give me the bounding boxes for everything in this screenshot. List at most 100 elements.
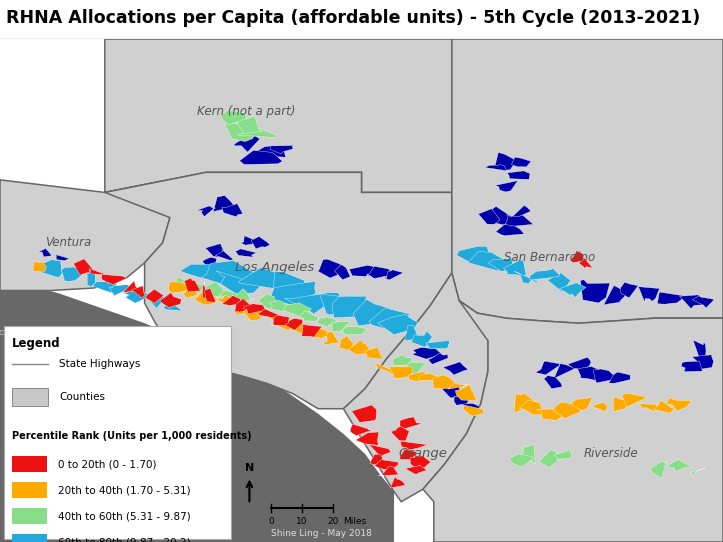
Polygon shape	[484, 165, 507, 171]
Polygon shape	[276, 319, 295, 331]
Polygon shape	[452, 39, 723, 323]
Polygon shape	[332, 296, 367, 319]
Polygon shape	[667, 460, 692, 472]
Polygon shape	[163, 300, 182, 311]
Polygon shape	[505, 215, 534, 227]
Polygon shape	[654, 401, 675, 413]
Polygon shape	[196, 206, 215, 217]
Text: Miles: Miles	[343, 517, 367, 526]
Polygon shape	[441, 385, 461, 398]
Text: Counties: Counties	[59, 392, 106, 402]
Polygon shape	[312, 327, 328, 338]
Polygon shape	[351, 424, 372, 436]
Polygon shape	[392, 354, 412, 365]
Polygon shape	[382, 270, 403, 280]
Text: Riverside: Riverside	[583, 448, 638, 461]
Polygon shape	[503, 260, 526, 275]
Polygon shape	[244, 307, 261, 320]
Polygon shape	[202, 282, 206, 298]
Text: Ventura: Ventura	[46, 236, 92, 249]
Polygon shape	[375, 363, 397, 375]
Polygon shape	[514, 272, 539, 284]
Text: State Highways: State Highways	[59, 359, 141, 370]
FancyBboxPatch shape	[12, 508, 47, 525]
Polygon shape	[236, 300, 251, 315]
Polygon shape	[349, 266, 376, 276]
Text: N: N	[245, 462, 254, 473]
Polygon shape	[219, 291, 244, 301]
Polygon shape	[317, 317, 337, 327]
Polygon shape	[216, 271, 261, 294]
Polygon shape	[251, 236, 270, 249]
Polygon shape	[102, 274, 127, 285]
Polygon shape	[513, 205, 531, 217]
Polygon shape	[568, 357, 591, 370]
Polygon shape	[621, 393, 646, 407]
Polygon shape	[692, 354, 714, 369]
Polygon shape	[560, 283, 586, 298]
Polygon shape	[555, 450, 573, 460]
Polygon shape	[554, 402, 581, 418]
Polygon shape	[332, 321, 349, 332]
Polygon shape	[205, 288, 216, 302]
Polygon shape	[202, 282, 228, 298]
Polygon shape	[38, 248, 53, 257]
Polygon shape	[342, 327, 367, 334]
Polygon shape	[578, 366, 598, 380]
Polygon shape	[411, 331, 432, 347]
Polygon shape	[352, 405, 377, 423]
Polygon shape	[239, 268, 283, 290]
Polygon shape	[320, 294, 353, 315]
Polygon shape	[285, 318, 303, 330]
Text: Shine Ling - May 2018: Shine Ling - May 2018	[271, 529, 372, 538]
Polygon shape	[463, 403, 481, 412]
Polygon shape	[237, 128, 276, 138]
Polygon shape	[405, 325, 419, 340]
Polygon shape	[145, 289, 163, 303]
Polygon shape	[356, 432, 379, 446]
Polygon shape	[257, 309, 281, 319]
Polygon shape	[581, 280, 609, 303]
Polygon shape	[389, 367, 413, 378]
Polygon shape	[520, 444, 536, 464]
Text: Percentile Rank (Units per 1,000 residents): Percentile Rank (Units per 1,000 residen…	[12, 431, 252, 441]
Polygon shape	[317, 259, 341, 278]
Polygon shape	[0, 180, 170, 291]
Polygon shape	[665, 397, 692, 411]
Polygon shape	[651, 461, 667, 479]
FancyBboxPatch shape	[12, 482, 47, 498]
Polygon shape	[93, 280, 118, 293]
Polygon shape	[61, 267, 86, 281]
Text: 20: 20	[327, 517, 338, 526]
Polygon shape	[235, 289, 255, 301]
Polygon shape	[239, 150, 283, 164]
Polygon shape	[554, 364, 577, 378]
Polygon shape	[301, 325, 322, 337]
Polygon shape	[170, 277, 196, 292]
Polygon shape	[408, 371, 427, 382]
Polygon shape	[182, 278, 200, 292]
Polygon shape	[681, 361, 703, 372]
Polygon shape	[487, 207, 515, 225]
Polygon shape	[495, 152, 519, 171]
Polygon shape	[105, 172, 452, 409]
Text: 0 to 20th (0 - 1.70): 0 to 20th (0 - 1.70)	[58, 459, 156, 469]
Polygon shape	[401, 441, 427, 450]
Polygon shape	[222, 204, 243, 217]
Polygon shape	[454, 395, 471, 405]
Polygon shape	[657, 292, 683, 304]
Polygon shape	[613, 397, 631, 412]
Polygon shape	[160, 293, 181, 307]
FancyBboxPatch shape	[4, 326, 231, 539]
Polygon shape	[38, 260, 62, 278]
Polygon shape	[443, 362, 469, 375]
Polygon shape	[693, 340, 706, 359]
Polygon shape	[428, 353, 448, 364]
Polygon shape	[390, 477, 406, 488]
Polygon shape	[377, 314, 418, 335]
Polygon shape	[369, 308, 409, 330]
Polygon shape	[222, 295, 241, 305]
Polygon shape	[213, 196, 235, 211]
Polygon shape	[235, 299, 252, 312]
Polygon shape	[378, 466, 398, 476]
